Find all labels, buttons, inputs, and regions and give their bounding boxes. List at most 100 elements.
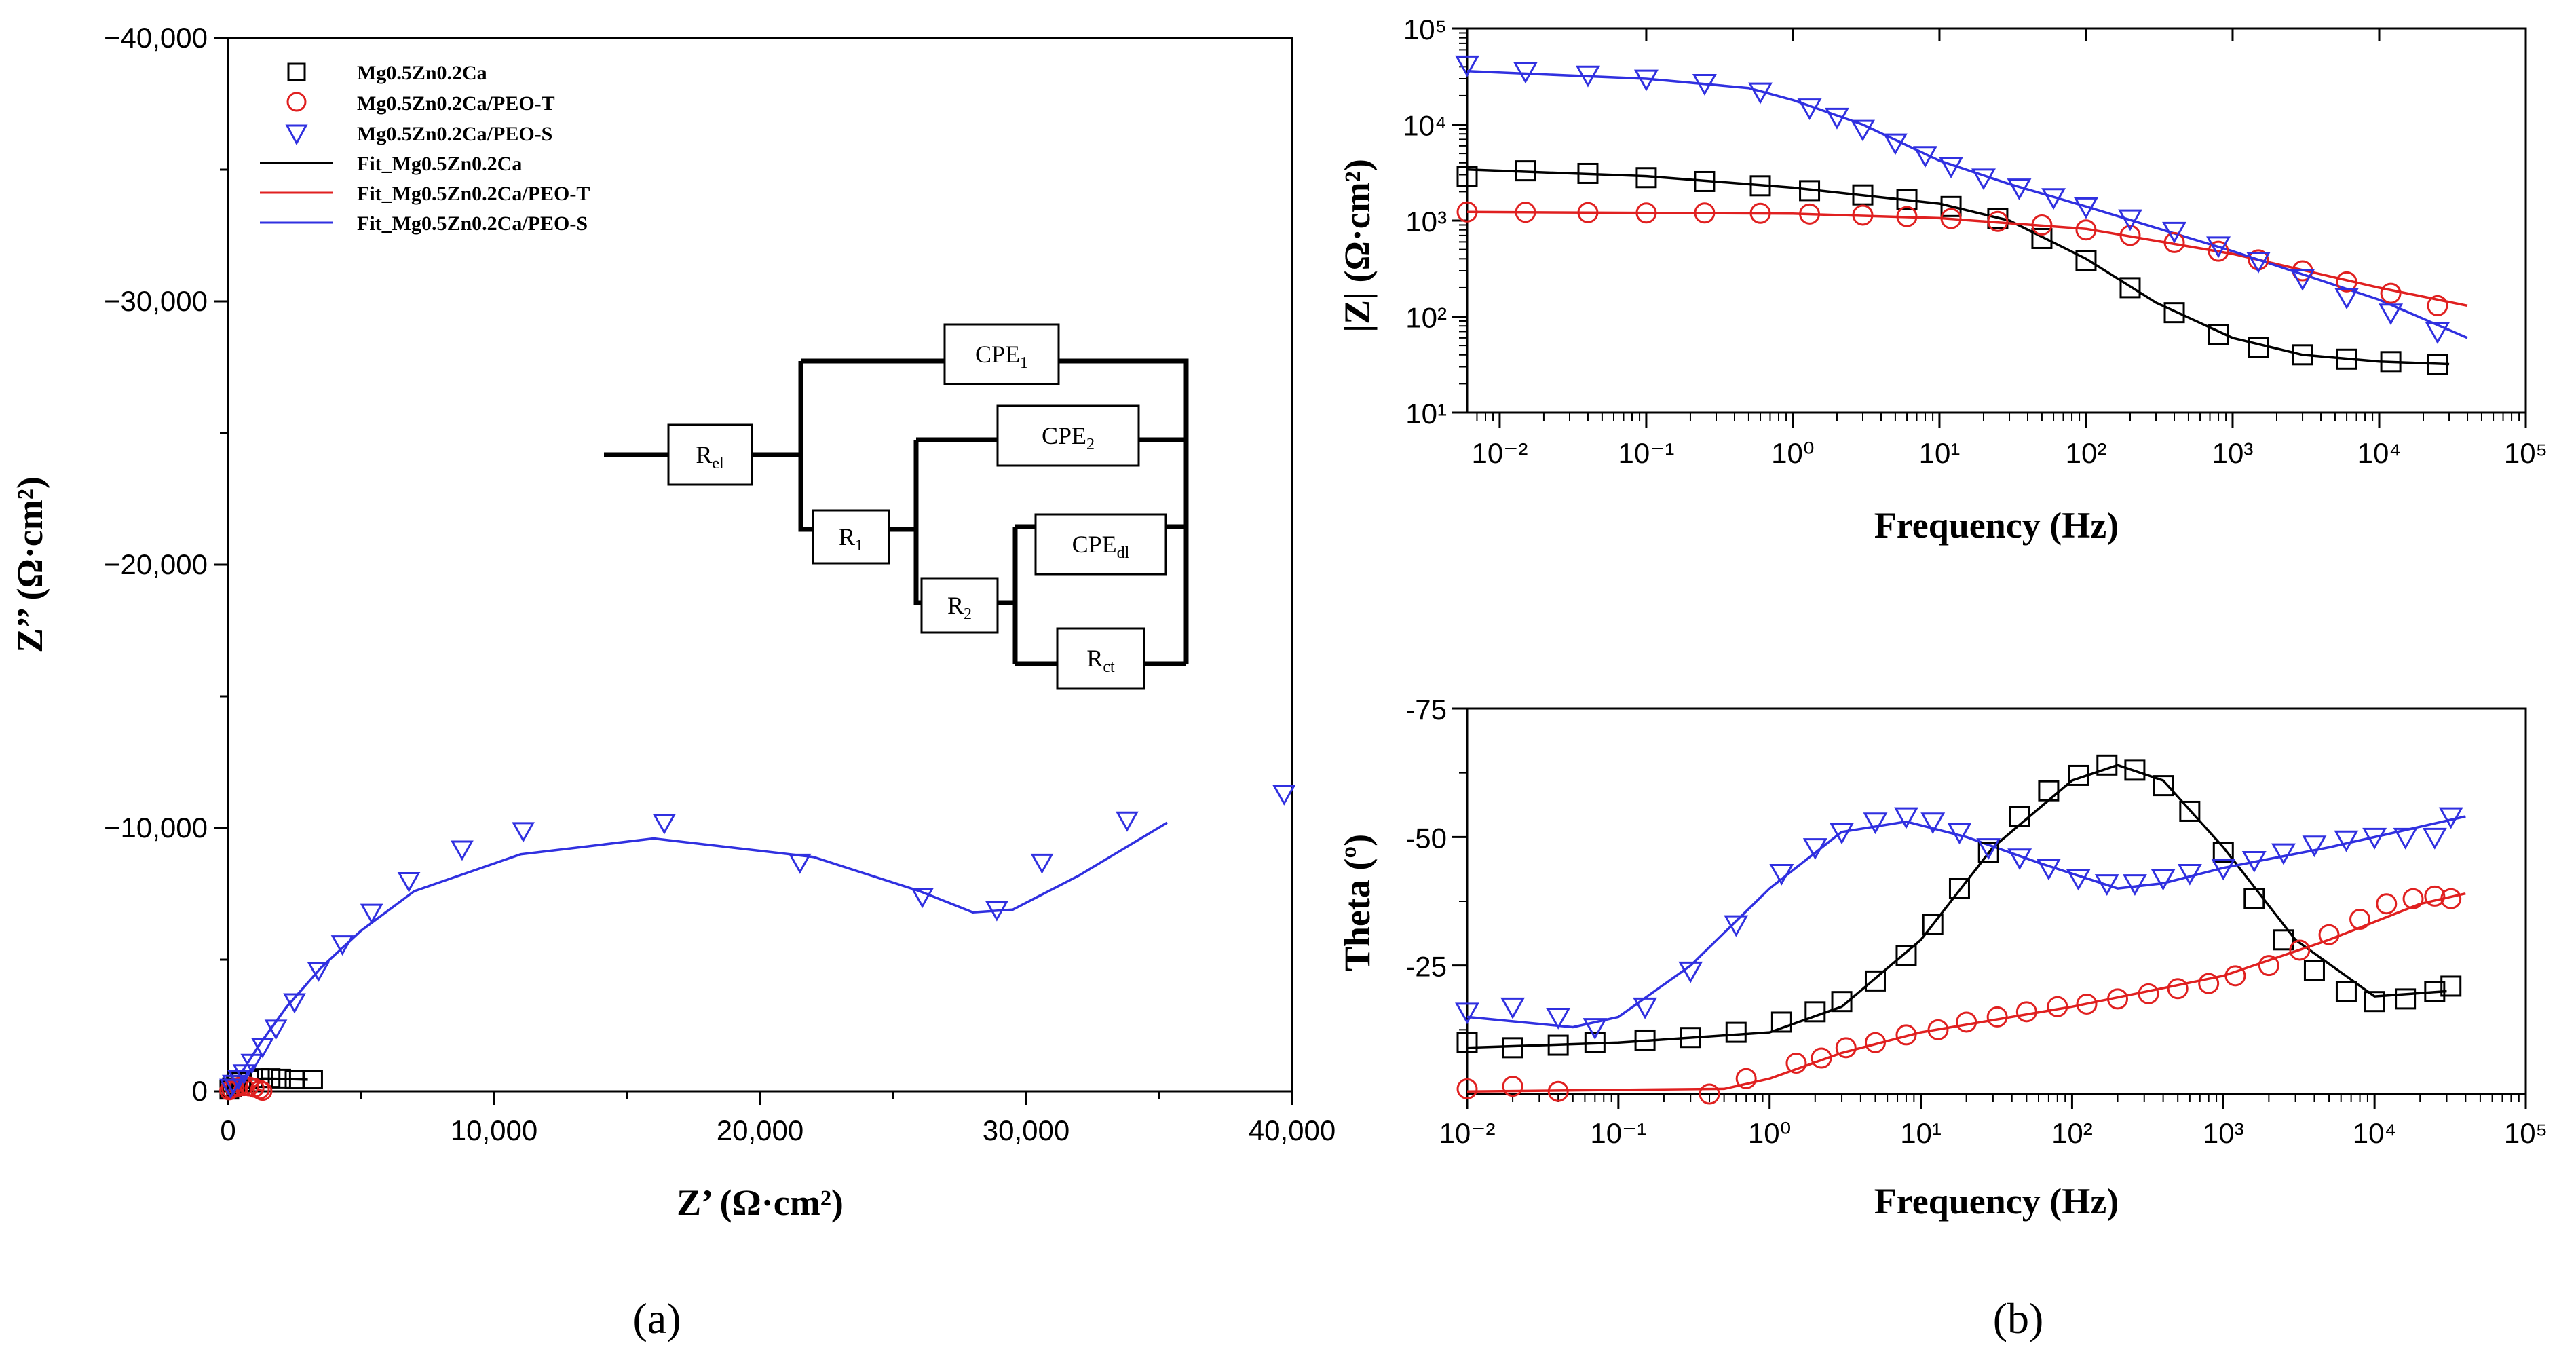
bode-phase-data-point: [2007, 848, 2032, 871]
bode-magnitude-data-point: [1692, 74, 1717, 96]
bode-phase-data-point: [1811, 1047, 1832, 1069]
bode-magnitude-data-point: [2292, 344, 2313, 366]
nyquist-x-tick-label: 0: [220, 1114, 235, 1146]
bode-magnitude-data-point: [1513, 62, 1538, 84]
nyquist-data-point: [330, 935, 354, 956]
circuit-labels: Rel CPE1 R1 CPE2 R2 CPEdl Rct: [696, 341, 1129, 676]
legend-marker-square: [287, 62, 306, 81]
bode-magnitude-data-point: [1940, 208, 1962, 229]
bode-phase-data-point: [2241, 851, 2267, 873]
nyquist-data-point: [1116, 811, 1139, 832]
bode-phase-data-point: [2258, 955, 2279, 977]
bode-phase-data-point: [1927, 1019, 1949, 1040]
bode-magnitude-fit-lines: [1466, 70, 2468, 366]
bode-phase-data-point: [2376, 893, 2398, 915]
bode-magnitude-fit-line: [1466, 210, 2468, 307]
bode-phase-data-point: [2424, 885, 2446, 907]
bode-magnitude-data-point: [1515, 160, 1536, 182]
nyquist-data-point: [512, 822, 535, 843]
subfigure-label-b: (b): [1993, 1294, 2044, 1342]
bode-magnitude-data-point: [1797, 98, 1822, 121]
bode-phase-data-point: [1785, 1053, 1807, 1074]
bode-magnitude-data-point: [2208, 240, 2229, 262]
bode-phase-data-point: [2009, 806, 2030, 827]
bode-phase-data-point: [2424, 981, 2446, 1002]
bode-phase-data-point: [1895, 945, 1917, 966]
nyquist-data-point: [985, 901, 1008, 922]
bode-phase-data-point: [1895, 1024, 1917, 1046]
bode-phase-fit-line: [1466, 892, 2466, 1093]
bode-phase-data-point: [2036, 859, 2061, 881]
bode-phase-x-tick-label: 10²: [2051, 1117, 2093, 1149]
nyquist-data-point: [240, 1053, 264, 1074]
bode-phase-data-point: [2438, 807, 2463, 829]
bode-phase-data-point: [1922, 914, 1944, 935]
bode-phase-data-point: [1699, 1083, 1720, 1105]
bode-phase-data-point: [2153, 775, 2174, 797]
bode-phase-data-point: [1633, 997, 1658, 1019]
bode-magnitude-data-point: [2031, 214, 2053, 236]
nyquist-data-point: [360, 903, 383, 924]
bode-phase-data-point: [1947, 823, 1972, 845]
bode-phase-data-point: [1456, 1078, 1478, 1099]
bode-phase-data-point: [2349, 909, 2371, 930]
bode-magnitude-data-point: [2007, 178, 2032, 200]
bode-phase-data-point: [2167, 978, 2189, 1000]
nyquist-fit-lines: [227, 821, 1168, 1093]
bode-magnitude-data-point: [2163, 231, 2185, 253]
nyquist-data-point: [221, 1074, 245, 1095]
bode-phase-data-point: [1547, 1080, 1569, 1102]
nyquist-data-markers: [219, 785, 1296, 1101]
circuit-box-cpedl: [1034, 513, 1167, 576]
bode-magnitude-data-point: [1748, 82, 1773, 105]
nyquist-data-point: [1030, 853, 1054, 874]
bode-magnitude-data-point: [1577, 162, 1599, 184]
bode-magnitude-data-point: [1633, 69, 1659, 92]
bode-phase-x-tick-label: 10⁴: [2353, 1117, 2397, 1149]
bode-magnitude-data-point: [1851, 119, 1875, 142]
nyquist-data-point: [911, 888, 934, 909]
bode-phase-data-point: [2151, 869, 2176, 891]
nyquist-y-axis-title: Z’’ (Ω·cm²): [10, 476, 50, 653]
bode-magnitude-data-point: [2379, 303, 2404, 326]
bode-phase-data-point: [2440, 888, 2462, 909]
legend-label-1: Mg0.5Zn0.2Ca: [357, 62, 487, 84]
bode-phase-data-point: [2224, 965, 2246, 987]
bode-phase-data-point: [1456, 1032, 1478, 1053]
bode-magnitude-x-tick-label: 10²: [2066, 437, 2107, 469]
nyquist-x-tick-label: 40,000: [1249, 1114, 1336, 1146]
bode-phase-data-point: [2094, 874, 2119, 896]
bode-magnitude-x-tick-label: 10³: [2212, 437, 2254, 469]
bode-phase-data-point: [1804, 1001, 1826, 1023]
bode-phase-data-point: [2243, 888, 2265, 909]
bode-magnitude-data-point: [1940, 195, 1962, 217]
bode-magnitude-data-point: [2119, 225, 2141, 246]
nyquist-y-tick-label: −30,000: [104, 285, 208, 317]
nyquist-data-point: [251, 1038, 274, 1059]
bode-phase-data-point: [1863, 812, 1888, 835]
bode-phase-data-point: [2076, 993, 2098, 1015]
bode-magnitude-data-point: [1852, 184, 1874, 206]
circuit-box-cpe1: [943, 323, 1060, 385]
bode-magnitude-data-point: [1749, 202, 1771, 224]
bode-magnitude-data-point: [2290, 269, 2315, 291]
bode-magnitude-data-point: [1896, 189, 1918, 210]
equivalent-circuit: [604, 323, 1189, 690]
circuit-label-cpe2: CPE2: [1042, 422, 1095, 453]
bode-magnitude-data-point: [2031, 227, 2053, 249]
bode-phase-data-point: [1831, 991, 1853, 1013]
bode-magnitude-x-tick-label: 10¹: [1919, 437, 1961, 469]
legend-label-4: Fit_Mg0.5Zn0.2Ca: [357, 153, 522, 175]
bode-phase-data-point: [1546, 1008, 1571, 1030]
nyquist-y-tick-label: −20,000: [104, 548, 208, 580]
circuit-label-rel: Rel: [696, 441, 724, 472]
bode-magnitude-data-point: [2425, 322, 2450, 344]
bode-magnitude-data-point: [1694, 170, 1716, 192]
bode-phase-data-point: [1769, 863, 1794, 886]
circuit-label-cpedl: CPEdl: [1072, 531, 1130, 562]
bode-magnitude-x-tick-label: 10⁻¹: [1618, 437, 1674, 469]
bode-phase-y-axis-title: Theta (º): [1337, 834, 1378, 971]
subfigure-label-a: (a): [632, 1294, 681, 1342]
legend-label-5: Fit_Mg0.5Zn0.2Ca/PEO-T: [357, 183, 590, 205]
bode-magnitude-fit-line: [1466, 70, 2468, 339]
